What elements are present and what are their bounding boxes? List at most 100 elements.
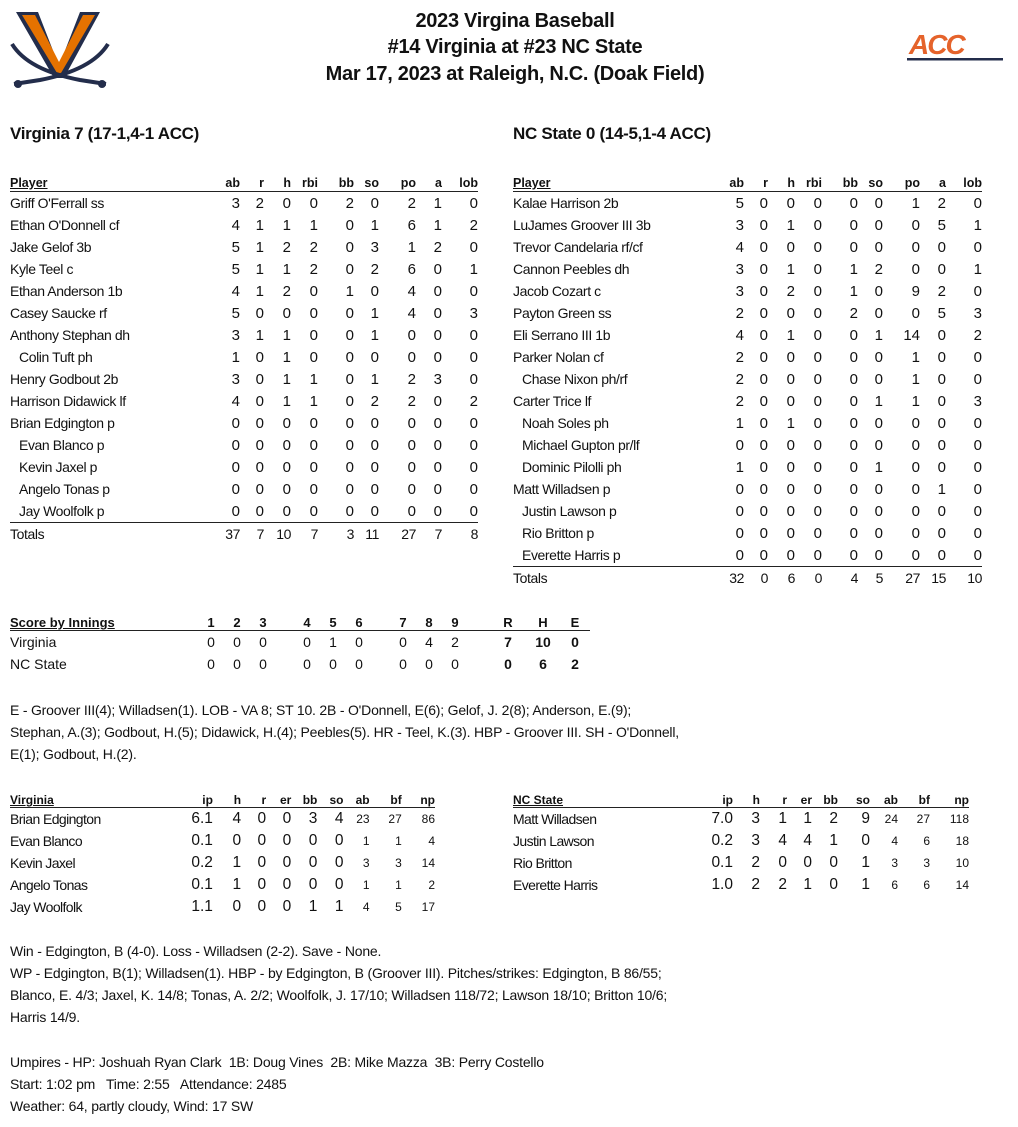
stat-a: 0: [433, 348, 442, 366]
stat-h: 0: [786, 524, 795, 542]
stat-ab: 3: [362, 856, 370, 870]
stat-bb: 2: [829, 810, 838, 827]
stat-a: 0: [920, 544, 946, 567]
player-name: LuJames Groover III 3b: [513, 217, 651, 233]
stat-r: 0: [257, 876, 267, 893]
stat-so: 0: [370, 194, 379, 212]
stat-r: 1: [255, 282, 264, 300]
inning-header: 3: [250, 612, 276, 631]
stat-bb: 0: [849, 348, 858, 366]
stat-h: 1: [282, 260, 291, 278]
stat-r: 0: [759, 392, 768, 410]
stat-bb: 2: [345, 194, 354, 212]
stat-h: 2: [282, 282, 291, 300]
stat-rbi: 0: [813, 194, 822, 212]
stat-r: 0: [255, 414, 264, 432]
stat-lob: 2: [469, 216, 478, 234]
stat-so: 0: [370, 458, 379, 476]
stat-ab: 5: [735, 194, 744, 212]
stat-bb: 0: [849, 414, 858, 432]
batter-row: Eli Serrano III 1b 4 0 1 0 0 1 14 0 2: [513, 324, 982, 346]
inning-score: 0: [303, 656, 311, 672]
stat-ab: 4: [231, 216, 240, 234]
stat-rbi: 0: [813, 524, 822, 542]
column-header-bb: bb: [822, 172, 858, 192]
stat-bb: 0: [849, 502, 858, 520]
stat-r: 1: [255, 216, 264, 234]
total-a: 7: [434, 526, 443, 542]
player-name: Rio Britton p: [522, 525, 594, 541]
stat-bb: 0: [849, 370, 858, 388]
column-header-ab: ab: [870, 789, 898, 808]
stat-a: 0: [937, 502, 946, 520]
stat-bb: 0: [829, 876, 838, 893]
stat-so: 0: [334, 832, 344, 849]
stat-h: 2: [786, 282, 795, 300]
stat-a: 0: [433, 304, 442, 322]
stat-r: 1: [255, 238, 264, 256]
player-name: Jacob Cozart c: [513, 283, 601, 299]
pitcher-row: Everette Harris 1.0 2 2 1 0 1 6 6 14: [513, 874, 969, 896]
stat-bb: 0: [849, 326, 858, 344]
player-name: Griff O'Ferrall ss: [10, 195, 104, 211]
stat-ab: 5: [231, 304, 240, 322]
stat-lob: 0: [442, 500, 478, 523]
stat-so: 1: [874, 326, 883, 344]
stat-rbi: 1: [309, 370, 318, 388]
player-name: Henry Godbout 2b: [10, 371, 119, 387]
stat-po: 0: [407, 414, 416, 432]
decisions-summary: Win - Edgington, B (4-0). Loss - Willads…: [10, 940, 690, 1028]
batter-row: Henry Godbout 2b 3 0 1 1 0 1 2 3 0: [10, 368, 478, 390]
stat-bb: 0: [308, 854, 318, 871]
stat-po: 1: [911, 348, 920, 366]
stat-r: 0: [255, 348, 264, 366]
batter-row: Trevor Candelaria rf/cf 4 0 0 0 0 0 0 0 0: [513, 236, 982, 258]
stat-np: 86: [421, 812, 435, 826]
totals-row: Totals 37 7 10 7 3 11 27 7 8: [10, 523, 478, 546]
stat-so: 9: [861, 810, 870, 827]
stat-bb: 2: [849, 304, 858, 322]
stat-a: 0: [416, 500, 442, 523]
stat-rbi: 0: [813, 502, 822, 520]
stat-h: 0: [786, 480, 795, 498]
inning-score: 0: [207, 634, 215, 650]
stat-a: 0: [433, 436, 442, 454]
player-name: Carter Trice lf: [513, 393, 592, 409]
stat-h: 3: [751, 810, 760, 827]
stat-so: 0: [874, 480, 883, 498]
player-name: Kyle Teel c: [10, 261, 74, 277]
stat-rbi: 0: [813, 304, 822, 322]
player-name: Trevor Candelaria rf/cf: [513, 239, 643, 255]
stat-bb: 0: [345, 348, 354, 366]
total-r: 0: [504, 656, 512, 672]
stat-h: 2: [751, 876, 760, 893]
stat-ab: 4: [735, 326, 744, 344]
stat-lob: 0: [469, 194, 478, 212]
inning-score: 2: [451, 634, 459, 650]
stat-bf: 27: [916, 812, 930, 826]
total-r: 7: [504, 634, 512, 650]
stat-ab: 0: [231, 436, 240, 454]
stat-rbi: 0: [813, 414, 822, 432]
virginia-batting-table: Player ab r h rbi bb so po a lob Griff O'Ferrall s…: [10, 172, 478, 545]
player-name: Jake Gelof 3b: [10, 239, 92, 255]
spacer: [372, 631, 390, 654]
umpires: Umpires - HP: Joshuah Ryan Clark 1B: Dou…: [10, 1054, 544, 1070]
stat-ab: 23: [356, 812, 370, 826]
pitcher-row: Justin Lawson 0.2 3 4 4 1 0 4 6 18: [513, 830, 969, 852]
stat-bb: 0: [849, 194, 858, 212]
stat-r: 1: [255, 260, 264, 278]
stat-r: 0: [759, 216, 768, 234]
stat-a: 0: [433, 326, 442, 344]
player-name: Ethan Anderson 1b: [10, 283, 123, 299]
stat-ab: 0: [724, 544, 744, 567]
game-info: Umpires - HP: Joshuah Ryan Clark 1B: Dou…: [10, 1051, 690, 1117]
stat-ab: 0: [735, 524, 744, 542]
stat-lob: 3: [973, 304, 982, 322]
stat-bb: 0: [345, 304, 354, 322]
stat-a: 0: [937, 348, 946, 366]
stat-r: 0: [759, 348, 768, 366]
stat-h: 1: [282, 216, 291, 234]
column-header-ab: ab: [724, 172, 744, 192]
